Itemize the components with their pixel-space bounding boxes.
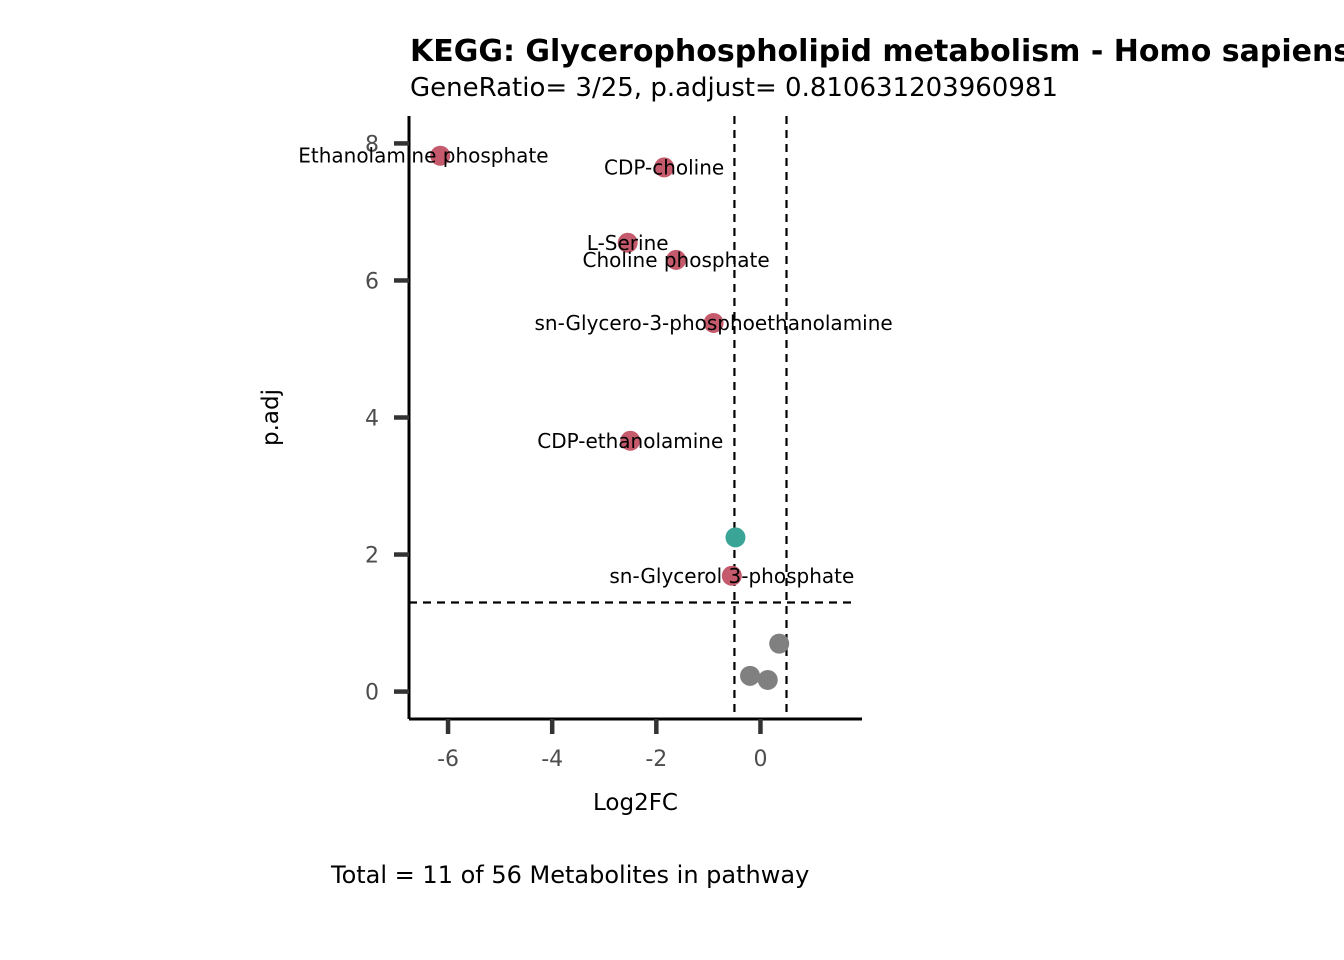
point-label: CDP-ethanolamine [537,429,723,453]
point-label: Ethanolamine phosphate [298,144,548,168]
data-point [757,669,778,690]
data-point [617,232,638,253]
data-point [725,527,746,548]
x-tick-label: -4 [541,747,563,772]
x-tick-label: -2 [645,747,667,772]
point-label: sn-Glycerol 3-phosphate [609,564,854,588]
data-point [721,565,742,586]
y-tick-label: 0 [365,681,379,706]
threshold-lines [409,116,854,719]
x-tick-label: 0 [753,747,767,772]
data-point [769,633,790,654]
point-label: L-Serine [587,231,669,255]
y-tick-label: 4 [365,407,379,432]
chart-subtitle: GeneRatio= 3/25, p.adjust= 0.81063120396… [410,73,1058,103]
data-points [430,145,790,690]
point-label: sn-Glycero-3-phosphoethanolamine [534,311,892,335]
point-label: CDP-choline [604,155,724,179]
y-tick-label: 2 [365,544,379,569]
data-point [740,665,761,686]
chart-caption: Total = 11 of 56 Metabolites in pathway [331,861,810,889]
chart-title: KEGG: Glycerophospholipid metabolism - H… [410,34,1344,69]
axes: -6 -4 -2 0 0 2 4 6 8 [365,116,862,772]
y-tick-label: 6 [365,269,379,294]
data-point [654,157,675,178]
x-tick-label: -6 [437,747,459,772]
x-axis-title: Log2FC [593,790,678,816]
data-point [666,249,687,270]
y-tick-label: 8 [365,132,379,157]
data-point [430,145,451,166]
point-labels: Ethanolamine phosphate CDP-choline L-Serin… [298,144,892,588]
point-label: Choline phosphate [583,248,770,272]
data-point [703,312,724,333]
y-axis-title: p.adj [258,389,284,446]
data-point [620,430,641,451]
